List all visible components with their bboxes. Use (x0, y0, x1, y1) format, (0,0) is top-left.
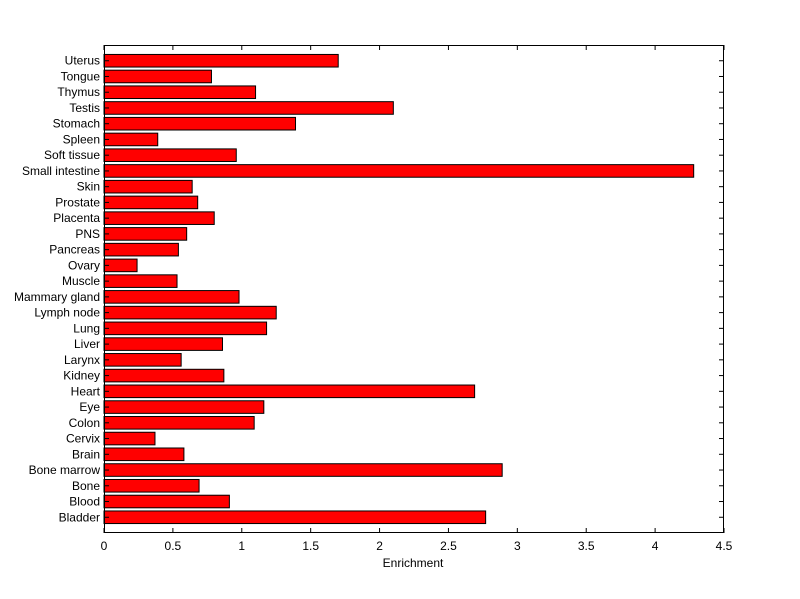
category-label: Colon (69, 416, 100, 430)
bar-brain (103, 447, 185, 462)
category-label: Tongue (61, 69, 101, 83)
category-label: Bone (72, 479, 100, 493)
category-label: Thymus (57, 85, 100, 99)
plot-frame (104, 45, 724, 533)
bar-larynx (103, 353, 182, 367)
bar-lung (103, 321, 268, 336)
bar-bone (103, 478, 200, 493)
x-tick-label: 4.5 (716, 539, 733, 553)
category-label: Mammary gland (14, 290, 100, 304)
x-tick-label: 0.5 (165, 539, 182, 553)
x-tick-label: 1 (238, 539, 245, 553)
category-label: Bone marrow (29, 463, 101, 477)
bar-heart (103, 384, 476, 399)
x-tick-label: 2.5 (440, 539, 457, 553)
category-label: Liver (74, 337, 100, 351)
category-label: Brain (72, 447, 100, 461)
bar-skin (103, 179, 193, 194)
bar-uterus (103, 53, 339, 68)
category-label: Stomach (53, 117, 100, 131)
bar-liver (103, 337, 223, 351)
bar-lymph-node (103, 305, 277, 320)
category-label: Testis (69, 101, 100, 115)
x-tick-label: 1.5 (302, 539, 319, 553)
category-label: Kidney (63, 369, 100, 383)
bar-placenta (103, 211, 215, 225)
category-label: Larynx (64, 353, 100, 367)
bar-eye (103, 400, 265, 414)
category-label: PNS (75, 227, 100, 241)
bar-kidney (103, 368, 225, 383)
bar-stomach (103, 116, 297, 131)
x-tick-label: 3.5 (578, 539, 595, 553)
bar-bone-marrow (103, 463, 503, 477)
category-label: Lymph node (34, 306, 100, 320)
bar-spleen (103, 132, 159, 147)
category-label: Bladder (59, 510, 100, 524)
bar-prostate (103, 195, 199, 210)
category-label: Muscle (62, 274, 100, 288)
bar-testis (103, 101, 394, 115)
category-label: Blood (69, 495, 100, 509)
bar-pancreas (103, 242, 179, 257)
category-label: Soft tissue (44, 148, 100, 162)
bar-tongue (103, 69, 212, 84)
bar-bladder (103, 510, 487, 525)
category-label: Heart (71, 384, 101, 398)
category-label: Small intestine (22, 164, 100, 178)
bar-cervix (103, 431, 156, 446)
x-tick-label: 3 (514, 539, 521, 553)
bar-mammary-gland (103, 290, 240, 304)
category-label: Eye (79, 400, 100, 414)
category-label: Pancreas (49, 243, 100, 257)
category-label: Spleen (63, 132, 100, 146)
category-label: Prostate (55, 195, 100, 209)
category-label: Uterus (65, 54, 100, 68)
category-label: Lung (73, 321, 100, 335)
bar-blood (103, 494, 230, 509)
bar-pns (103, 227, 188, 241)
x-tick-label: 0 (101, 539, 108, 553)
bar-soft-tissue (103, 148, 237, 162)
bar-small-intestine (103, 164, 695, 178)
x-tick-label: 4 (652, 539, 659, 553)
category-label: Ovary (68, 258, 100, 272)
bar-colon (103, 416, 255, 430)
category-label: Cervix (66, 432, 100, 446)
x-tick-label: 2 (376, 539, 383, 553)
x-axis-label: Enrichment (383, 556, 444, 570)
bar-thymus (103, 85, 257, 100)
category-label: Placenta (53, 211, 100, 225)
category-label: Skin (77, 180, 100, 194)
bar-muscle (103, 274, 178, 288)
